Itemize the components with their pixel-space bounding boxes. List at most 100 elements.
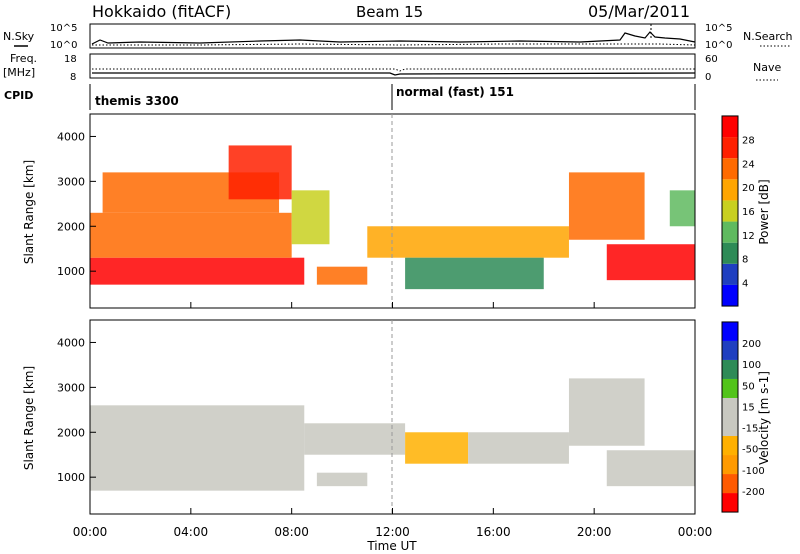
velocity-colorbar-swatch (722, 436, 738, 456)
power-region-8 (405, 257, 544, 290)
freq-label: Freq. (10, 52, 37, 65)
velocity-colorbar-swatch (722, 321, 738, 341)
nave-line (92, 68, 695, 72)
time-tick-label: 04:00 (174, 525, 209, 539)
power-colorbar-swatch (722, 284, 738, 307)
power-colorbar-tick: 8 (742, 255, 748, 266)
velocity-colorbar-tick: -15 (742, 424, 758, 435)
velocity-colorbar-tick: 100 (742, 360, 761, 371)
nsky-tick-top: 10^5 (50, 23, 77, 34)
velocity-colorbar-tick: 50 (742, 381, 755, 392)
freq-panel: Freq. [MHz] Nave 18 8 60 0 (3, 52, 781, 83)
nsky-label: N.Sky (3, 30, 35, 43)
cpid-mode-1: themis 3300 (95, 94, 179, 108)
power-ytick-label: 4000 (57, 130, 85, 143)
time-tick-label: 00:00 (73, 525, 108, 539)
power-colorbar-swatch (722, 263, 738, 285)
velocity-ytick-label: 2000 (57, 426, 85, 439)
power-colorbar-swatch (722, 179, 738, 201)
time-tick-label: 20:00 (577, 525, 612, 539)
velocity-ytick-label: 1000 (57, 471, 85, 484)
freq-tick-top: 18 (64, 54, 77, 65)
cpid-label: CPID (4, 89, 33, 102)
velocity-region-4 (405, 432, 469, 464)
freq-unit: [MHz] (3, 66, 35, 79)
velocity-ytick-label: 4000 (57, 336, 85, 349)
velocity-colorbar-tick: 15 (742, 402, 755, 413)
power-colorbar-tick: 4 (742, 278, 748, 289)
time-tick-label: 16:00 (476, 525, 511, 539)
power-colorbar-tick: 16 (742, 207, 755, 218)
time-axis: 00:00 04:00 08:00 12:00 16:00 20:00 00:00 (73, 525, 713, 539)
velocity-colorbar-tick: 200 (742, 339, 761, 350)
nsearch-label: N.Search (743, 30, 793, 43)
power-region-6 (316, 266, 368, 285)
freq-line (92, 72, 696, 76)
nsearch-tick-top: 10^5 (705, 23, 732, 34)
velocity-ylabel: Slant Range [km] (22, 366, 36, 470)
velocity-colorbar-tick: -50 (742, 445, 758, 456)
nsearch-line (92, 43, 696, 46)
velocity-colorbar-swatch (722, 455, 738, 475)
date-label: 05/Mar/2011 (588, 2, 690, 21)
power-panel: Slant Range [km] 1000 2000 3000 4000 (22, 113, 696, 309)
power-colorbar: Power [dB] 4 8 12 16 20 24 28 (721, 115, 771, 307)
power-colorbar-tick: 28 (742, 136, 755, 147)
nave-tick-bottom: 0 (705, 72, 711, 83)
power-colorbar-swatch (722, 242, 738, 264)
velocity-region-6 (568, 378, 645, 446)
velocity-colorbar-swatch (722, 397, 738, 417)
power-data (90, 145, 695, 290)
station-title: Hokkaido (fitACF) (92, 2, 231, 21)
nave-label: Nave (753, 61, 781, 74)
velocity-colorbar-swatch (722, 493, 738, 513)
power-region-11 (669, 190, 695, 227)
cpid-mode-2: normal (fast) 151 (396, 85, 514, 99)
nsky-tick-bottom: 10^0 (50, 40, 77, 51)
nsky-line (91, 31, 696, 45)
power-colorbar-swatch (722, 158, 738, 180)
velocity-region-1 (90, 405, 305, 491)
power-region-7 (367, 226, 569, 258)
power-ytick-label: 3000 (57, 175, 85, 188)
velocity-colorbar-swatch (722, 340, 738, 360)
velocity-panel: Slant Range [km] 1000 2000 3000 4000 (22, 319, 696, 515)
power-ylabel: Slant Range [km] (22, 160, 36, 264)
power-colorbar-tick: 20 (742, 183, 755, 194)
power-region-10 (568, 172, 645, 240)
power-region-1 (90, 257, 305, 285)
power-colorbar-swatch (722, 200, 738, 222)
power-colorbar-swatch (722, 115, 738, 138)
count-panel: N.Sky N.Search 10^5 10^0 10^5 10^0 (3, 23, 793, 51)
velocity-data (90, 378, 695, 491)
power-colorbar-tick: 24 (742, 159, 755, 170)
time-tick-label: 00:00 (678, 525, 713, 539)
power-colorbar-swatch (722, 221, 738, 243)
velocity-region-2 (304, 423, 406, 455)
power-colorbar-swatch (722, 137, 738, 159)
freq-tick-bottom: 8 (70, 72, 76, 83)
velocity-colorbar-tick: -100 (742, 466, 765, 477)
beam-label: Beam 15 (356, 3, 423, 21)
velocity-colorbar-swatch (722, 474, 738, 494)
velocity-region-5 (468, 432, 569, 464)
cpid-panel: CPID themis 3300 normal (fast) 151 (4, 84, 696, 110)
velocity-colorbar-swatch (722, 417, 738, 437)
nave-tick-top: 60 (705, 54, 718, 65)
velocity-colorbar: Velocity [m s-1] -200 -100 -50 -15 15 50 100 20… (721, 321, 771, 513)
power-colorbar-tick: 12 (742, 231, 755, 242)
velocity-colorbar-label: Velocity [m s-1] (757, 371, 771, 465)
power-colorbar-label: Power [dB] (757, 179, 771, 244)
velocity-colorbar-swatch (722, 378, 738, 398)
time-tick-label: 08:00 (274, 525, 309, 539)
velocity-region-3 (316, 472, 368, 487)
velocity-ytick-label: 3000 (57, 381, 85, 394)
power-region-5 (291, 190, 330, 245)
power-region-9 (606, 244, 695, 281)
velocity-colorbar-swatch (722, 359, 738, 379)
time-tick-label: 12:00 (375, 525, 410, 539)
power-ytick-label: 2000 (57, 220, 85, 233)
velocity-colorbar-tick: -200 (742, 487, 765, 498)
power-ytick-label: 1000 (57, 265, 85, 278)
